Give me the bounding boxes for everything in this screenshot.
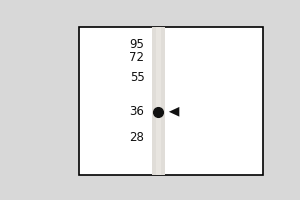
Text: 55: 55 — [130, 71, 145, 84]
Text: 28: 28 — [130, 131, 145, 144]
Text: 36: 36 — [130, 105, 145, 118]
Text: 72: 72 — [130, 51, 145, 64]
Bar — [152, 27, 165, 175]
Polygon shape — [169, 107, 179, 117]
Bar — [156, 27, 161, 175]
Text: 95: 95 — [130, 38, 145, 51]
Bar — [79, 27, 263, 175]
